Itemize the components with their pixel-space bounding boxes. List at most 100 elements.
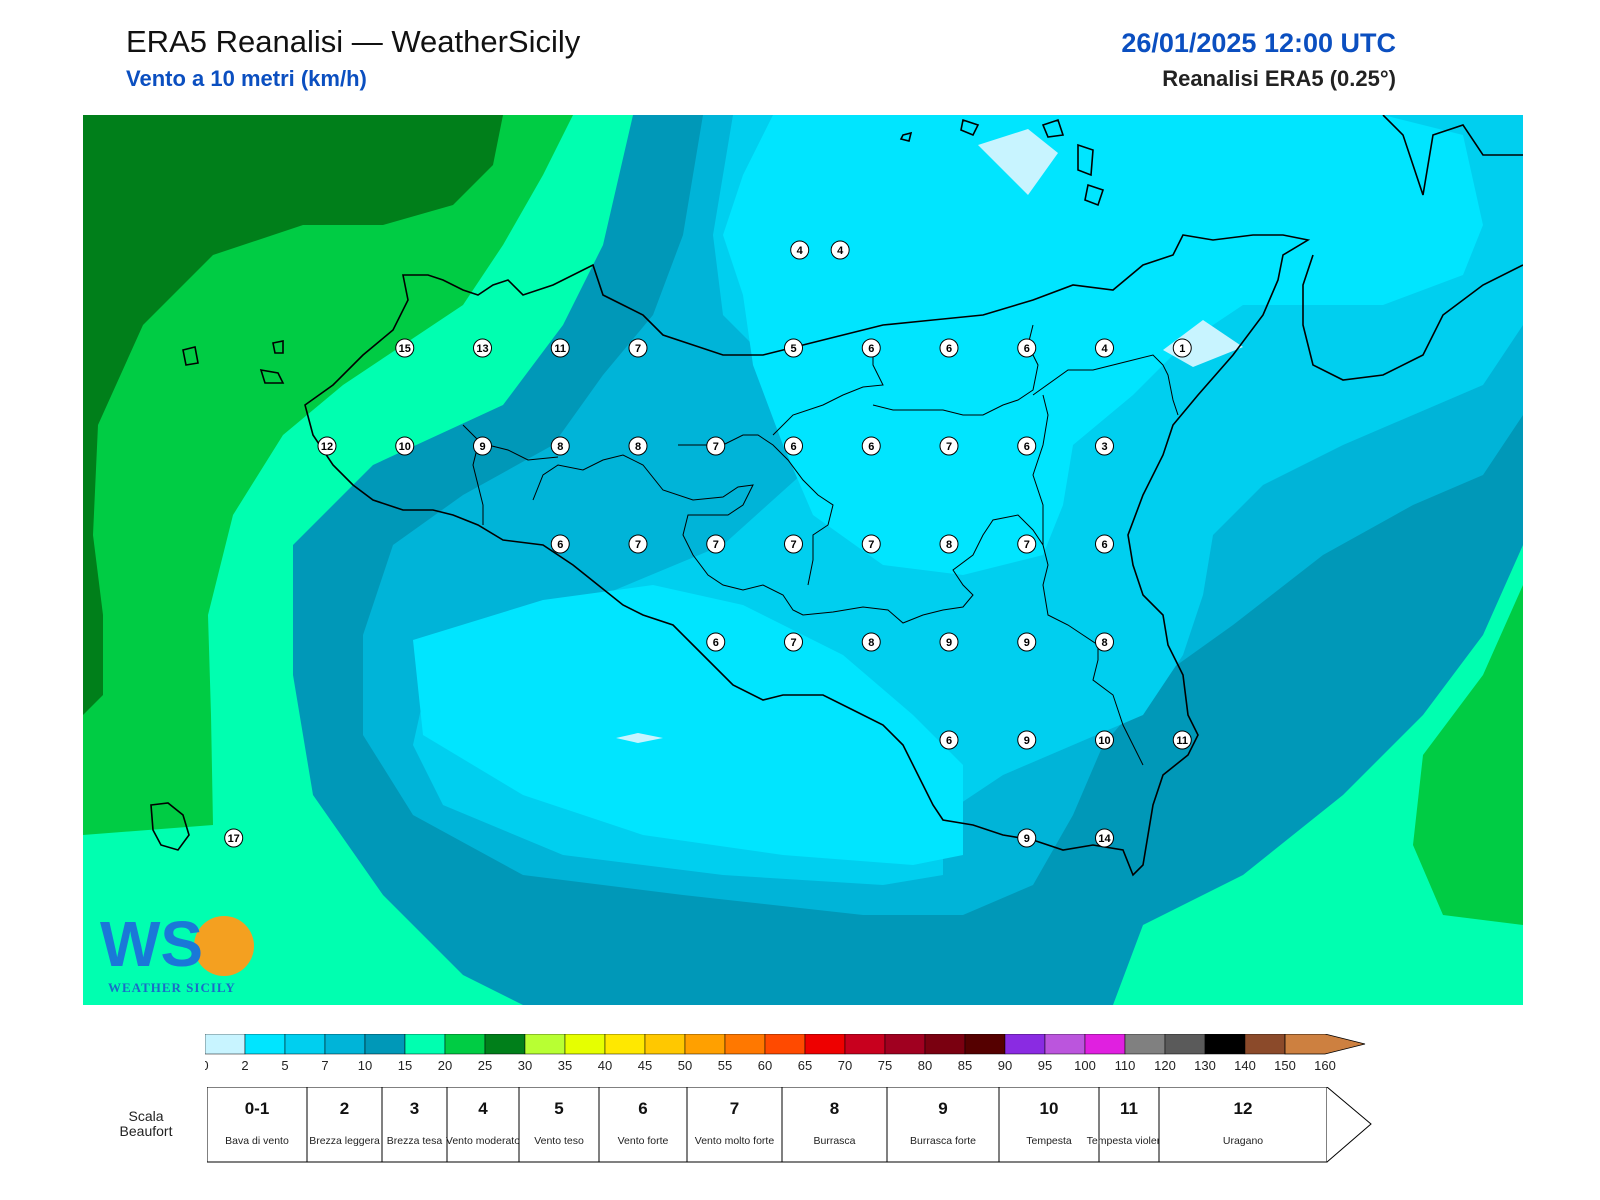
colorbar-tick-label: 0 (205, 1058, 209, 1073)
station-value: 8 (635, 441, 641, 453)
beaufort-description: Bava di vento (225, 1135, 289, 1147)
colorbar-tick-label: 10 (358, 1058, 372, 1073)
beaufort-description: Vento forte (618, 1135, 669, 1147)
colorbar-cell (1004, 1034, 1046, 1055)
station-value: 7 (790, 539, 796, 551)
beaufort-number: 12 (1234, 1099, 1253, 1118)
colorbar-cell (1204, 1034, 1246, 1055)
beaufort-number: 8 (830, 1099, 839, 1118)
station-value: 9 (946, 637, 952, 649)
station-marker: 6 (1095, 534, 1114, 554)
station-value: 10 (399, 441, 411, 453)
station-circle (395, 338, 415, 358)
station-circle (1095, 338, 1114, 358)
station-circle (939, 534, 959, 554)
station-circle (1095, 436, 1114, 456)
station-marker: 6 (861, 338, 881, 358)
beaufort-number: 11 (1120, 1099, 1138, 1118)
station-circle (784, 632, 803, 652)
beaufort-description: Tempesta (1026, 1135, 1072, 1147)
station-marker: 13 (473, 338, 492, 358)
station-marker: 7 (861, 534, 881, 554)
colorbar-cell (884, 1034, 926, 1055)
beaufort-cell (306, 1087, 383, 1163)
station-circle (706, 534, 726, 554)
coastlines (150, 115, 1523, 877)
colorbar-cell (1244, 1034, 1286, 1055)
sicily-coast (304, 234, 1311, 877)
colorbar-tick-label: 40 (598, 1058, 612, 1073)
colorbar-cell (804, 1034, 846, 1055)
colorbar-cell (1084, 1034, 1126, 1055)
station-circle (1017, 534, 1037, 554)
station-value: 9 (1024, 637, 1030, 649)
beaufort-cell (1098, 1087, 1160, 1163)
station-circle (784, 436, 803, 456)
station-circle (550, 436, 570, 456)
station-value: 7 (946, 441, 952, 453)
station-value: 8 (1101, 637, 1107, 649)
station-marker: 15 (395, 338, 415, 358)
station-value: 8 (946, 539, 952, 551)
colorbar-cell (524, 1034, 566, 1055)
station-marker: 6 (939, 730, 959, 750)
colorbar-tick-label: 150 (1274, 1058, 1296, 1073)
station-marker: 6 (861, 436, 881, 456)
station-circle (784, 338, 803, 358)
beaufort-cell (518, 1087, 600, 1163)
svg-text:WS: WS (100, 908, 203, 980)
station-value: 10 (1098, 735, 1110, 747)
colorbar-tick-label: 110 (1115, 1058, 1136, 1073)
station-circle (628, 534, 648, 554)
station-value: 6 (1024, 343, 1030, 355)
beaufort-cell (781, 1087, 888, 1163)
station-marker: 4 (790, 240, 810, 260)
colorbar-tick-label: 55 (718, 1058, 732, 1073)
colorbar-tick-label: 100 (1074, 1058, 1096, 1073)
station-circle (706, 436, 726, 456)
colorbar-tick-label: 90 (998, 1058, 1012, 1073)
beaufort-scale: 0-1 Bava di vento 2 Brezza leggera 3 Brezza t… (207, 1087, 1372, 1163)
station-value: 5 (790, 343, 796, 355)
station-circle (550, 534, 570, 554)
beaufort-description: Burrasca forte (910, 1135, 976, 1147)
colorbar-ticks: 0257101520253035404550556065707580859095… (205, 1058, 1336, 1073)
station-marker: 9 (473, 436, 492, 456)
station-circle (790, 240, 810, 260)
colorbar-tick-label: 130 (1194, 1058, 1216, 1073)
station-markers: 4 4 15 13 11 7 5 6 6 6 4 1 12 10 9 8 8 7 6 6 7 6 3 6 7 7 7 7 8 7 6 6 7 8 9… (224, 240, 1192, 848)
colorbar-cell (644, 1034, 686, 1055)
beaufort-number: 3 (410, 1099, 419, 1118)
beaufort-description: Brezza tesa (387, 1135, 443, 1147)
station-marker: 6 (939, 338, 959, 358)
wind-map: 4 4 15 13 11 7 5 6 6 6 4 1 12 10 9 8 8 7 6 6 7 6 3 6 7 7 7 7 8 7 6 6 7 8 9… (83, 115, 1523, 1005)
colorbar-tick-label: 65 (798, 1058, 812, 1073)
colorbar-cell (684, 1034, 726, 1055)
station-value: 6 (946, 343, 952, 355)
beaufort-scale-label: Scala Beaufort (119, 1108, 173, 1139)
station-marker: 8 (939, 534, 959, 554)
colorbar-tick-label: 15 (398, 1058, 412, 1073)
colorbar-tick-label: 160 (1314, 1058, 1336, 1073)
colorbar-tick-label: 120 (1154, 1058, 1176, 1073)
beaufort-cell (998, 1087, 1100, 1163)
station-value: 6 (868, 441, 874, 453)
station-circle (628, 338, 648, 358)
station-value: 6 (557, 539, 563, 551)
station-value: 11 (1176, 735, 1188, 747)
station-marker: 7 (706, 436, 726, 456)
station-circle (939, 436, 959, 456)
station-value: 6 (1024, 441, 1030, 453)
station-marker: 9 (939, 632, 959, 652)
station-marker: 1 (1172, 338, 1192, 358)
station-circle (224, 828, 244, 848)
station-circle (1095, 632, 1114, 652)
beaufort-description: Tempesta violenta (1087, 1135, 1172, 1147)
station-value: 17 (228, 833, 240, 845)
station-circle (550, 338, 570, 358)
band-0-2-north (978, 129, 1058, 195)
station-value: 9 (1024, 833, 1030, 845)
station-circle (939, 730, 959, 750)
station-marker: 6 (706, 632, 726, 652)
station-marker: 9 (1017, 730, 1037, 750)
